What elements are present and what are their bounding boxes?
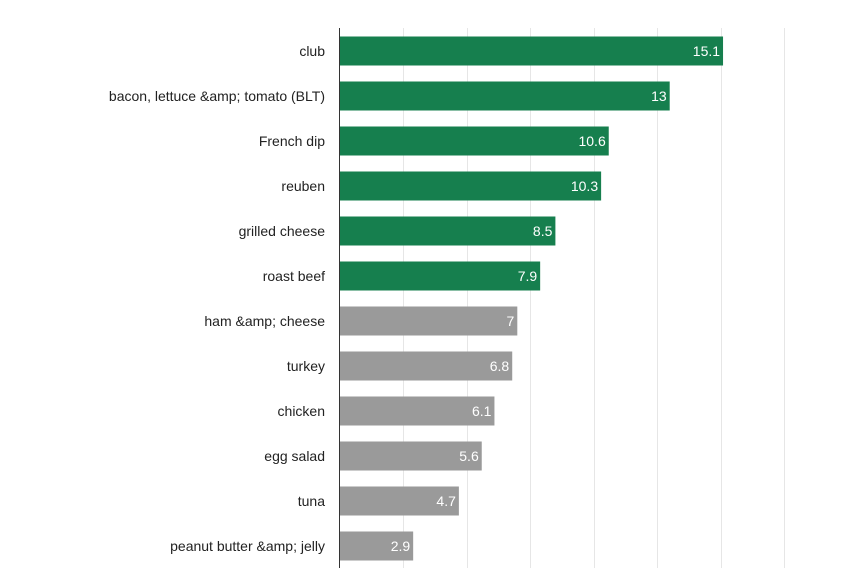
category-label: ham &amp; cheese [204, 313, 325, 329]
value-label: 8.5 [533, 223, 553, 239]
value-label: 5.6 [459, 448, 479, 464]
bar [339, 396, 495, 426]
bar [339, 351, 513, 381]
category-label: chicken [278, 403, 325, 419]
category-label: bacon, lettuce &amp; tomato (BLT) [109, 88, 325, 104]
bar [339, 306, 518, 336]
value-label: 15.1 [693, 43, 720, 59]
bar [339, 81, 670, 111]
category-label: turkey [287, 358, 325, 374]
bar [339, 171, 602, 201]
value-label: 7.9 [518, 268, 538, 284]
category-label: grilled cheese [239, 223, 326, 239]
bar [339, 126, 609, 156]
value-label: 10.6 [578, 133, 605, 149]
bar [339, 486, 459, 516]
bar [339, 216, 556, 246]
labels: club 15.1 bacon, lettuce &amp; tomato (BLT… [109, 43, 720, 554]
value-label: 7 [507, 313, 515, 329]
bar [339, 36, 724, 66]
bars [339, 36, 724, 561]
value-label: 6.1 [472, 403, 492, 419]
bar [339, 441, 482, 471]
value-label: 6.8 [490, 358, 510, 374]
category-label: reuben [281, 178, 325, 194]
value-label: 2.9 [391, 538, 411, 554]
category-label: peanut butter &amp; jelly [170, 538, 325, 554]
bar [339, 261, 541, 291]
category-label: tuna [298, 493, 325, 509]
bar [339, 531, 414, 561]
value-label: 10.3 [571, 178, 598, 194]
gridlines [403, 28, 785, 568]
value-label: 4.7 [436, 493, 456, 509]
category-label: roast beef [263, 268, 325, 284]
category-label: French dip [259, 133, 325, 149]
value-label: 13 [651, 88, 667, 104]
category-label: club [299, 43, 325, 59]
category-label: egg salad [264, 448, 325, 464]
